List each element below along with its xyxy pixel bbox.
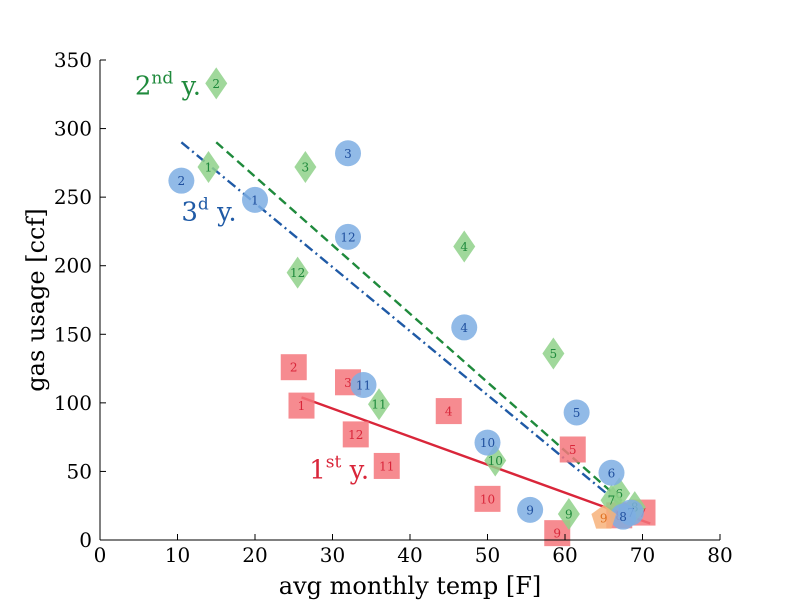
axes — [99, 60, 720, 541]
point-label-1st-y-2: 2 — [290, 361, 298, 375]
x-tick-label-0: 0 — [94, 543, 107, 567]
y-tick-label-200: 200 — [54, 254, 92, 278]
point-marker-2nd-y-9 — [557, 497, 580, 530]
point-label-pentagon-9: 9 — [600, 512, 608, 526]
x-axis-title: avg monthly temp [F] — [279, 572, 541, 600]
x-tick-label-50: 50 — [475, 543, 500, 567]
point-label-2nd-y-7: 7 — [608, 494, 616, 508]
point-marker-1st-y-2 — [280, 354, 307, 381]
point-marker-1st-y-4 — [435, 398, 462, 425]
point-label-3d-y-2: 2 — [178, 174, 186, 188]
point-marker-3d-y-6 — [598, 459, 625, 486]
point-label-1st-y-11: 11 — [379, 459, 394, 473]
point-marker-3d-y-9 — [517, 496, 544, 523]
point-marker-3d-y-3 — [335, 140, 361, 167]
point-label-2nd-y-4: 4 — [460, 240, 468, 254]
point-marker-2nd-y-1 — [197, 150, 220, 183]
y-tick-label-50: 50 — [67, 459, 92, 483]
point-marker-3d-y-4 — [451, 314, 478, 341]
point-label-3d-y-6: 6 — [608, 466, 616, 480]
point-label-1st-y-9: 9 — [553, 527, 561, 541]
x-tick-label-10: 10 — [165, 543, 190, 567]
point-label-3d-y-12: 12 — [340, 230, 355, 244]
series-2nd-y: 123456789101112 — [197, 67, 646, 530]
y-axis-title: gas usage [ccf] — [22, 208, 50, 391]
y-tick-label-250: 250 — [54, 185, 92, 209]
point-marker-3d-y-1 — [242, 186, 268, 213]
point-label-2nd-y-2: 2 — [212, 77, 220, 91]
point-marker-3d-y-11 — [350, 372, 377, 399]
point-label-2nd-y-10: 10 — [488, 454, 503, 468]
point-marker-3d-y-12 — [335, 223, 361, 250]
point-marker-3d-y-5 — [563, 399, 590, 426]
series-3d-y: 123456789101112 — [168, 140, 644, 530]
x-tick-label-60: 60 — [552, 543, 577, 567]
y-tick-label-350: 350 — [54, 48, 92, 72]
point-marker-3d-y-10 — [474, 429, 501, 456]
fit-line-1st-y — [301, 396, 651, 525]
point-marker-2nd-y-12 — [286, 256, 309, 289]
point-marker-3d-y-8 — [610, 503, 637, 530]
y-tick-label-150: 150 — [54, 322, 92, 346]
x-tick-label-70: 70 — [630, 543, 655, 567]
point-marker-1st-y-12 — [342, 421, 369, 448]
point-marker-1st-y-10 — [474, 485, 501, 512]
point-label-1st-y-3: 3 — [344, 376, 352, 390]
point-label-2nd-y-1: 1 — [205, 160, 213, 174]
y-tick-label-0: 0 — [79, 528, 92, 552]
point-label-3d-y-4: 4 — [460, 321, 468, 335]
point-marker-2nd-y-3 — [294, 150, 317, 183]
fit-annotation-1st-y: 1st y. — [309, 452, 369, 485]
point-label-1st-y-4: 4 — [445, 405, 453, 419]
point-marker-1st-y-5 — [559, 436, 586, 463]
point-label-2nd-y-6: 6 — [615, 487, 623, 501]
point-label-1st-y-5: 5 — [569, 443, 577, 457]
point-label-2nd-y-11: 11 — [371, 398, 386, 412]
x-tick-label-80: 80 — [707, 543, 732, 567]
point-label-2nd-y-3: 3 — [302, 160, 310, 174]
series-pentagon: 9 — [591, 505, 617, 529]
point-marker-1st-y-1 — [288, 392, 315, 419]
point-marker-2nd-y-4 — [453, 230, 476, 263]
point-marker-3d-y-2 — [168, 167, 195, 194]
x-tick-label-20: 20 — [242, 543, 267, 567]
point-marker-1st-y-11 — [373, 452, 400, 479]
point-label-3d-y-5: 5 — [573, 406, 581, 420]
ticks: 0 10 20 30 40 50 60 70 80 0 50 100 150 200 250 300 350 — [54, 48, 733, 567]
point-label-3d-y-1: 1 — [251, 193, 259, 207]
fit-annotation-2nd-y: 2nd y. — [135, 68, 201, 101]
point-label-1st-y-1: 1 — [298, 399, 306, 413]
x-tick-label-40: 40 — [397, 543, 422, 567]
point-label-2nd-y-9: 9 — [565, 507, 573, 521]
point-marker-2nd-y-2 — [205, 67, 228, 100]
point-marker-pentagon-9 — [591, 505, 617, 529]
point-label-3d-y-8: 8 — [619, 510, 627, 524]
data-points: 1234578910111212345678910111212345678910… — [168, 67, 656, 547]
y-tick-label-300: 300 — [54, 117, 92, 141]
point-label-1st-y-10: 10 — [480, 492, 495, 506]
y-tick-label-100: 100 — [54, 391, 92, 415]
point-label-1st-y-12: 12 — [348, 428, 363, 442]
point-marker-2nd-y-5 — [542, 337, 565, 370]
point-label-3d-y-9: 9 — [526, 503, 534, 517]
fit-annotations: 1st y. 2nd y. 3d y. — [135, 68, 369, 485]
point-label-3d-y-10: 10 — [480, 436, 495, 450]
fit-annotation-3d-y: 3d y. — [181, 194, 236, 227]
point-label-2nd-y-12: 12 — [290, 266, 305, 280]
fit-line-3d-y — [180, 141, 636, 518]
point-label-3d-y-11: 11 — [356, 379, 371, 393]
point-marker-2nd-y-11 — [368, 388, 390, 421]
x-tick-label-30: 30 — [320, 543, 345, 567]
point-label-3d-y-3: 3 — [344, 147, 352, 161]
point-label-2nd-y-5: 5 — [550, 347, 558, 361]
